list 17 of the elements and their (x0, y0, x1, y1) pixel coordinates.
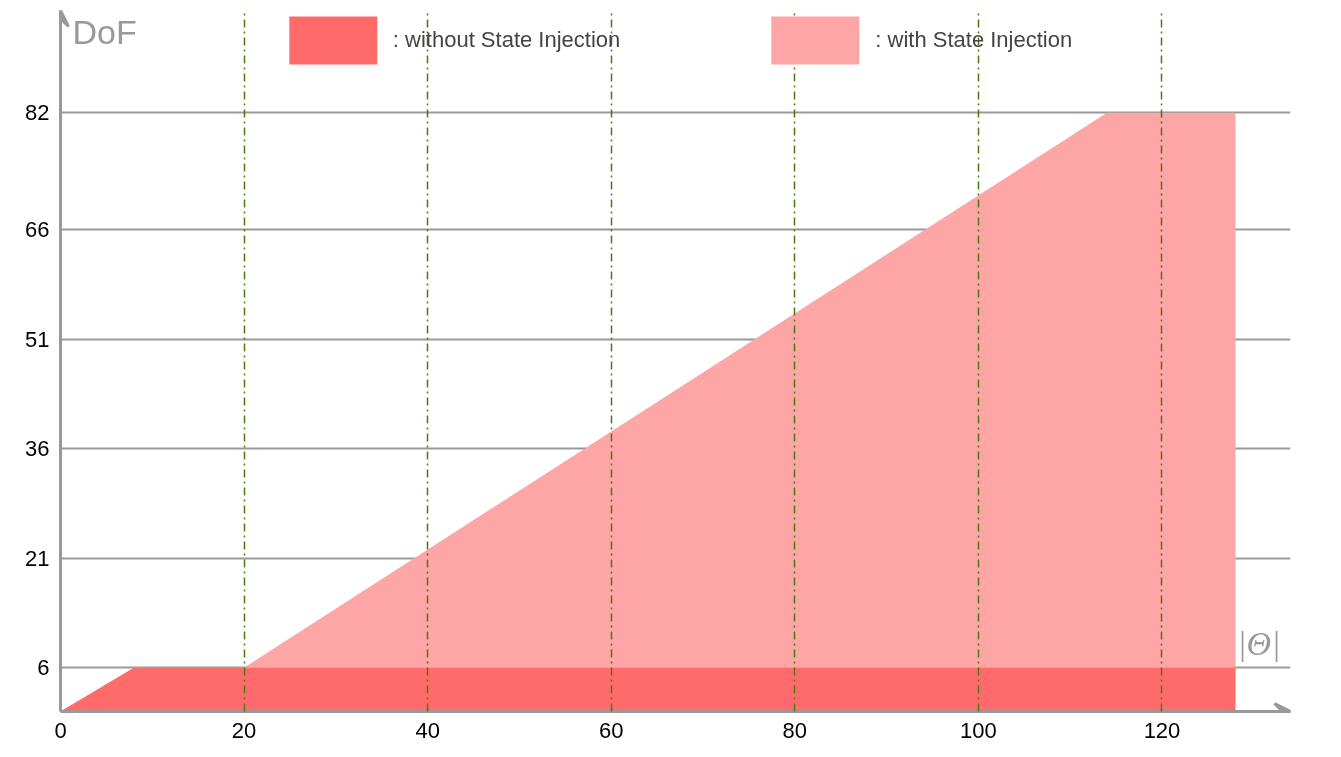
y-tick-label: 51 (25, 326, 50, 352)
x-tick-label: 120 (1143, 717, 1181, 743)
x-axis-title: |Θ| (1237, 624, 1281, 662)
y-tick-label: 6 (37, 655, 50, 681)
x-tick-label: 40 (415, 717, 440, 743)
y-axis-title: DoF (72, 12, 137, 51)
legend-label: : without State Injection (392, 27, 621, 53)
x-tick-label: 80 (782, 717, 808, 743)
y-tick-label: 36 (25, 436, 50, 462)
y-tick-label: 21 (25, 545, 50, 571)
x-tick-label: 100 (960, 717, 997, 743)
x-tick-label: 20 (231, 717, 257, 743)
x-tick-label: 60 (599, 717, 624, 743)
y-tick-label: 66 (25, 217, 50, 243)
y-tick-label: 82 (25, 100, 50, 126)
legend-label: : with State Injection (875, 27, 1073, 53)
x-tick-label: 0 (54, 717, 67, 743)
